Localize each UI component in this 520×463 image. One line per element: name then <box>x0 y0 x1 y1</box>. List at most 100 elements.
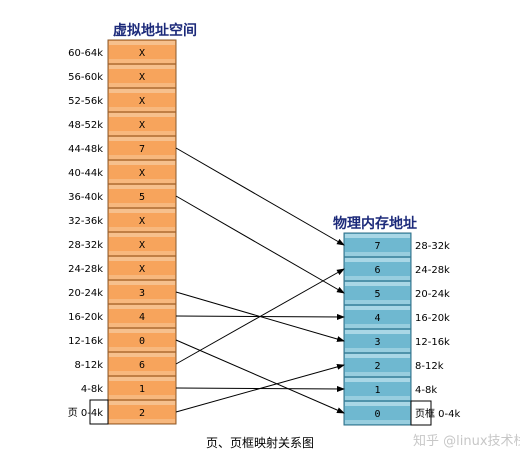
physical-address-label: 16-20k <box>415 313 450 324</box>
mapping-arrow <box>175 339 345 414</box>
virtual-cell-shade <box>109 275 175 279</box>
physical-address-label: 4-8k <box>415 385 437 396</box>
physical-cell-shade <box>345 252 410 256</box>
virtual-cell: X 28-32k <box>68 231 177 257</box>
virtual-cell-shade <box>109 251 175 255</box>
mapping-arrow <box>175 268 345 365</box>
virtual-cell-highlight <box>109 281 175 285</box>
virtual-address-label: 8-12k <box>75 360 104 371</box>
physical-cell-value: 0 <box>374 409 380 420</box>
virtual-cell-value: 2 <box>139 408 145 419</box>
virtual-cell-value: 4 <box>139 312 145 323</box>
physical-cell: 1 4-8k <box>343 376 437 402</box>
virtual-cell-shade <box>109 155 175 159</box>
physical-cell: 0 页框 0-4k <box>343 400 461 426</box>
physical-memory-title: 物理内存地址 <box>333 215 417 232</box>
virtual-cell-shade <box>109 371 175 375</box>
physical-cell-value: 7 <box>374 241 380 252</box>
virtual-address-label: 60-64k <box>68 48 103 59</box>
virtual-cell: X 48-52k <box>68 111 177 137</box>
physical-address-label: 12-16k <box>415 337 450 348</box>
physical-cell-shade <box>345 420 410 424</box>
virtual-cell: X 60-64k <box>68 39 177 65</box>
virtual-cell-shade <box>109 107 175 111</box>
virtual-cell-highlight <box>109 209 175 213</box>
virtual-address-label: 20-24k <box>68 288 103 299</box>
virtual-cell-highlight <box>109 401 175 405</box>
virtual-cell-shade <box>109 419 175 423</box>
virtual-cell-highlight <box>109 137 175 141</box>
physical-address-label: 20-24k <box>415 289 450 300</box>
virtual-address-label: 28-32k <box>68 240 103 251</box>
physical-cell-shade <box>345 372 410 376</box>
virtual-cell-highlight <box>109 377 175 381</box>
virtual-cell-highlight <box>109 233 175 237</box>
physical-cell-value: 2 <box>374 361 380 372</box>
virtual-cell: 6 8-12k <box>75 351 177 377</box>
virtual-cell: 5 36-40k <box>68 183 177 209</box>
virtual-bottom-row-outline <box>89 399 109 425</box>
watermark: 知乎 @linux技术栈 <box>413 433 520 449</box>
virtual-cell-value: 3 <box>139 288 145 299</box>
virtual-cell: 2 页 0-4k <box>68 399 177 425</box>
virtual-cell-shade <box>109 83 175 87</box>
virtual-address-label: 40-44k <box>68 168 103 179</box>
virtual-cell-value: 0 <box>139 336 145 347</box>
physical-cell-value: 5 <box>374 289 380 300</box>
virtual-cell: X 40-44k <box>68 159 177 185</box>
virtual-cell-shade <box>109 59 175 63</box>
virtual-cell-shade <box>109 395 175 399</box>
physical-cell-highlight <box>345 354 410 358</box>
physical-cell-shade <box>345 324 410 328</box>
virtual-address-label: 56-60k <box>68 72 103 83</box>
mapping-arrow <box>175 147 345 246</box>
physical-address-label: 8-12k <box>415 361 444 372</box>
physical-cell: 2 8-12k <box>343 352 444 378</box>
virtual-address-label: 44-48k <box>68 144 103 155</box>
physical-cell-shade <box>345 276 410 280</box>
physical-bottom-row-outline <box>410 400 432 426</box>
virtual-address-label: 36-40k <box>68 192 103 203</box>
virtual-cell-highlight <box>109 89 175 93</box>
virtual-address-column: X 60-64k X 56-60k X 52-56k X 48-52k 7 44-48k X 40-4… <box>68 39 177 425</box>
physical-memory-column: 7 28-32k 6 24-28k 5 20-24k 4 16-20k 3 12-16k 2 8-12… <box>343 232 461 426</box>
virtual-cell-highlight <box>109 329 175 333</box>
physical-cell-highlight <box>345 282 410 286</box>
physical-cell-shade <box>345 300 410 304</box>
virtual-cell-value: X <box>139 120 145 131</box>
virtual-cell-shade <box>109 203 175 207</box>
virtual-cell: 1 4-8k <box>81 375 177 401</box>
virtual-cell-value: X <box>139 264 145 275</box>
virtual-address-title: 虚拟地址空间 <box>113 22 197 39</box>
virtual-cell-highlight <box>109 161 175 165</box>
physical-cell: 4 16-20k <box>343 304 450 330</box>
diagram-caption: 页、页框映射关系图 <box>206 435 314 450</box>
mapping-arrow <box>175 195 345 294</box>
physical-cell-highlight <box>345 306 410 310</box>
physical-cell-highlight <box>345 378 410 382</box>
virtual-cell-value: X <box>139 96 145 107</box>
physical-cell-highlight <box>345 258 410 262</box>
physical-cell-value: 1 <box>374 385 380 396</box>
physical-cell: 7 28-32k <box>343 232 450 258</box>
virtual-address-label: 48-52k <box>68 120 103 131</box>
virtual-cell-highlight <box>109 257 175 261</box>
physical-cell-value: 3 <box>374 337 380 348</box>
virtual-address-label: 12-16k <box>68 336 103 347</box>
physical-cell: 5 20-24k <box>343 280 450 306</box>
virtual-cell-value: X <box>139 168 145 179</box>
virtual-cell-value: 5 <box>139 192 145 203</box>
virtual-cell-highlight <box>109 41 175 45</box>
virtual-address-label: 4-8k <box>81 384 103 395</box>
virtual-cell: 3 20-24k <box>68 279 177 305</box>
virtual-cell: 7 44-48k <box>68 135 177 161</box>
virtual-cell-value: 7 <box>139 144 145 155</box>
virtual-cell-highlight <box>109 353 175 357</box>
physical-cell-value: 6 <box>374 265 380 276</box>
mapping-arrow <box>175 363 345 413</box>
virtual-cell-shade <box>109 347 175 351</box>
virtual-address-label: 24-28k <box>68 264 103 275</box>
virtual-cell-shade <box>109 131 175 135</box>
physical-address-label: 28-32k <box>415 241 450 252</box>
virtual-cell-value: X <box>139 240 145 251</box>
